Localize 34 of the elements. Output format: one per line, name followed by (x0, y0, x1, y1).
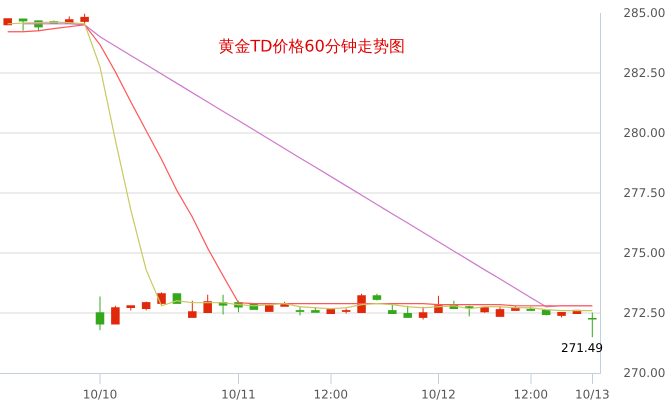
candlestick (342, 308, 350, 314)
candlestick (388, 304, 397, 314)
x-tick-label: 10/10 (82, 387, 118, 400)
candlestick (403, 305, 412, 318)
candlestick (311, 306, 320, 313)
candlestick (96, 296, 104, 331)
y-tick-label: 280.00 (623, 126, 666, 140)
y-tick-label: 285.00 (623, 6, 666, 20)
candlestick (557, 312, 566, 318)
candlestick (80, 13, 89, 26)
text: 黄金TD价格60分钟走势图 (218, 36, 405, 56)
x-tick-label: 12:00 (513, 387, 548, 400)
y-tick-label: 272.50 (623, 306, 666, 320)
x-tick-label: 12:00 (313, 387, 348, 400)
y-tick-label: 282.50 (623, 66, 666, 80)
x-tick-label: 10/13 (575, 387, 610, 400)
candlestick (480, 307, 489, 314)
x-tick-label: 10/12 (421, 387, 456, 400)
y-tick-label: 275.00 (623, 246, 666, 260)
x-tick-label: 10/11 (221, 387, 256, 400)
candlestick (142, 300, 150, 311)
candlestick (418, 306, 428, 320)
candlestick (372, 293, 382, 302)
candlestick (588, 312, 597, 338)
y-tick-label: 270.00 (623, 366, 666, 380)
candlestick (496, 306, 504, 317)
candlestick (111, 305, 120, 325)
candlestick (326, 309, 336, 314)
candlestick (18, 18, 28, 32)
candlestick (188, 300, 197, 318)
y-tick-label: 277.50 (623, 186, 666, 200)
candlestick (296, 306, 304, 316)
candlestick (264, 303, 274, 312)
annotation: 271.49 (561, 341, 603, 355)
